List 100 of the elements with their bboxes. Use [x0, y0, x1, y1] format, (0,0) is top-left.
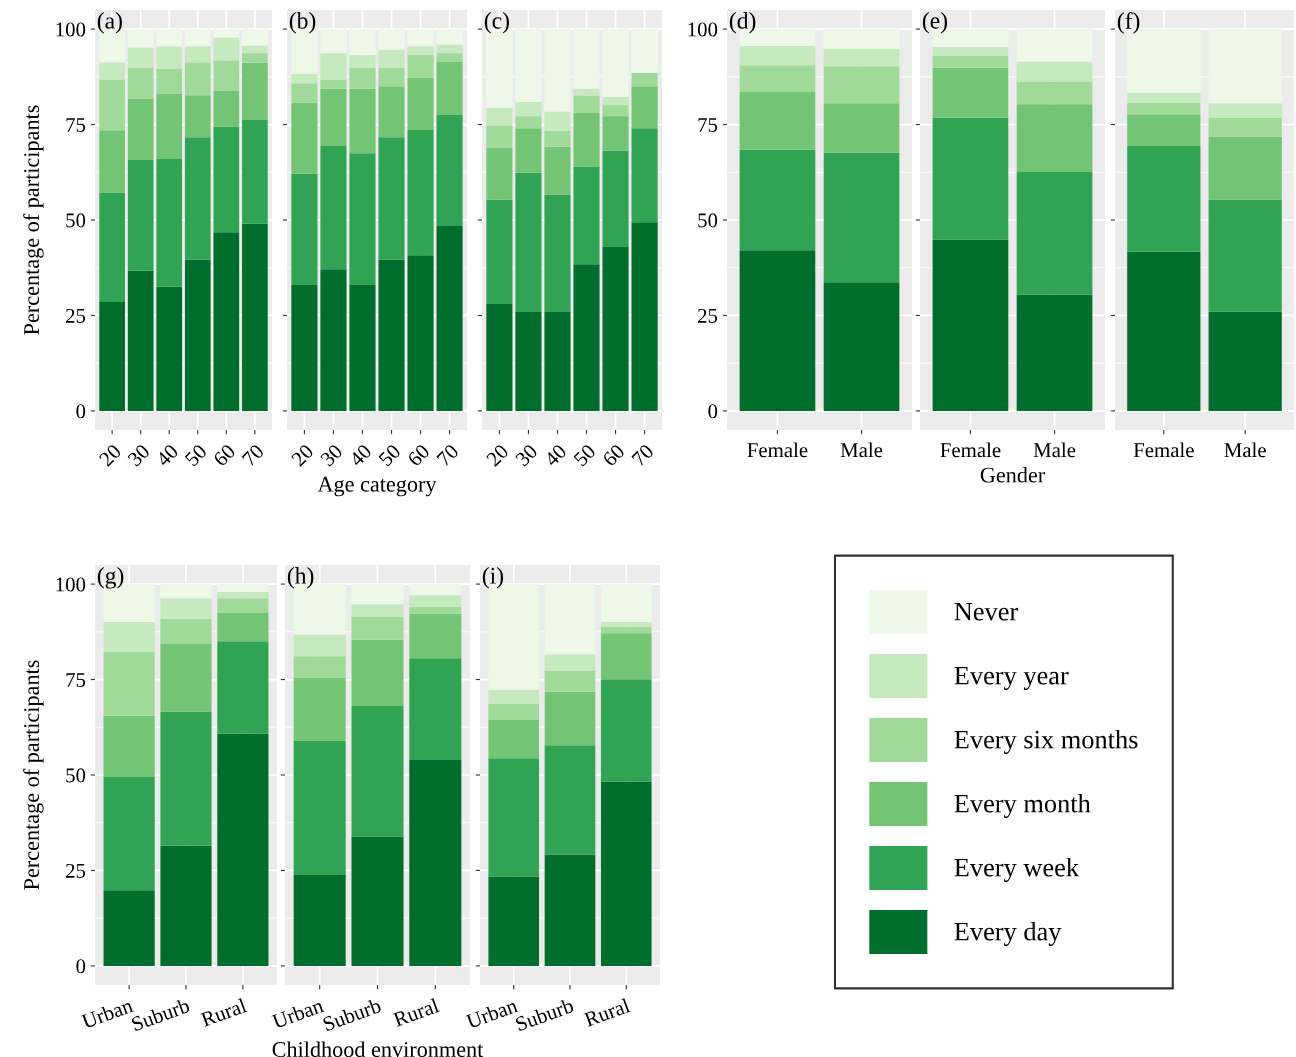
- bar: [407, 255, 434, 411]
- bar: [823, 282, 900, 411]
- bar: [631, 73, 658, 87]
- legend-label: Never: [954, 602, 1018, 621]
- bar: [320, 53, 347, 80]
- bar: [486, 125, 513, 148]
- bar: [1208, 199, 1282, 312]
- bar: [544, 29, 571, 112]
- chart-title: (i): [482, 567, 504, 589]
- bar: [407, 55, 434, 78]
- chart-title: (g): [97, 567, 124, 589]
- bar: [486, 107, 513, 126]
- bar: [127, 47, 154, 68]
- bar: [378, 86, 405, 138]
- chart-title: (b): [289, 12, 316, 34]
- bar: [349, 284, 376, 411]
- bar: [320, 145, 347, 270]
- bar: [544, 691, 596, 746]
- x-tick-label: 30: [127, 443, 151, 467]
- bar: [293, 741, 346, 876]
- bar: [739, 250, 816, 411]
- bar: [293, 875, 346, 966]
- bar: [544, 194, 571, 313]
- bar: [184, 95, 211, 138]
- bar: [184, 137, 211, 260]
- x-tick-label: 60: [406, 443, 431, 467]
- bar: [291, 83, 318, 103]
- bar: [242, 62, 268, 120]
- bar: [320, 88, 347, 146]
- legend-label: Every day: [954, 921, 1062, 946]
- bar: [1127, 145, 1201, 252]
- x-tick-label: Male: [840, 442, 883, 458]
- bar: [378, 137, 405, 260]
- bar: [407, 77, 434, 130]
- legend-label: Every month: [954, 793, 1091, 818]
- bar: [1016, 104, 1093, 172]
- bar: [739, 149, 816, 251]
- bar: [99, 79, 125, 131]
- bar: [1016, 61, 1093, 82]
- x-tick-label: Female: [1133, 442, 1194, 458]
- y-tick-label: 0: [708, 404, 718, 419]
- bar: [409, 760, 462, 966]
- bar: [351, 836, 404, 966]
- bar: [544, 312, 571, 411]
- bar: [127, 270, 154, 411]
- x-tick-label: Rural: [583, 997, 631, 1027]
- bar: [544, 111, 571, 131]
- bar: [103, 776, 155, 891]
- x-tick-label: Rural: [392, 997, 440, 1027]
- bar: [488, 876, 540, 966]
- bar: [515, 29, 542, 103]
- bar: [156, 158, 183, 287]
- bar: [291, 73, 318, 84]
- bar: [515, 312, 542, 411]
- bar: [602, 29, 629, 98]
- bar: [436, 115, 463, 227]
- bar: [156, 68, 183, 94]
- x-tick-label: Suburb: [322, 997, 382, 1032]
- bar: [213, 126, 240, 233]
- x-tick-label: 70: [436, 443, 460, 467]
- bar: [1016, 81, 1093, 105]
- bar: [932, 67, 1009, 118]
- x-tick-label: Urban: [465, 997, 519, 1029]
- x-tick-label: Urban: [80, 997, 134, 1029]
- bar: [351, 616, 404, 640]
- bar: [573, 88, 600, 96]
- bar: [291, 102, 318, 174]
- bar: [631, 128, 658, 223]
- bar: [932, 47, 1009, 56]
- bar: [127, 67, 154, 99]
- bar: [293, 677, 346, 742]
- bar: [378, 49, 405, 68]
- y-tick-label: 75: [66, 118, 86, 132]
- y-tick-label: 100: [56, 577, 86, 592]
- chart-title: (e): [922, 12, 948, 34]
- x-tick-label: 20: [98, 443, 122, 467]
- bar: [515, 116, 542, 129]
- bar: [127, 98, 154, 161]
- bar: [213, 29, 240, 38]
- bar: [544, 670, 596, 692]
- bar: [544, 130, 571, 147]
- bar: [103, 652, 155, 716]
- x-tick-label: 50: [573, 443, 597, 467]
- x-axis-title: Gender: [980, 466, 1045, 483]
- bar: [1208, 103, 1282, 119]
- bar: [351, 584, 404, 605]
- bar: [1016, 294, 1093, 411]
- bar: [407, 129, 434, 256]
- bar: [602, 247, 629, 411]
- x-tick-label: 20: [290, 443, 315, 467]
- chart-title: (d): [729, 12, 756, 34]
- x-tick-label: Urban: [271, 997, 325, 1029]
- x-tick-label: 30: [319, 443, 344, 467]
- y-tick-label: 75: [698, 118, 718, 132]
- bar: [544, 654, 596, 671]
- bar: [213, 232, 240, 411]
- bar: [99, 130, 125, 193]
- bar: [600, 781, 652, 966]
- bar: [436, 29, 463, 45]
- bar: [217, 613, 269, 642]
